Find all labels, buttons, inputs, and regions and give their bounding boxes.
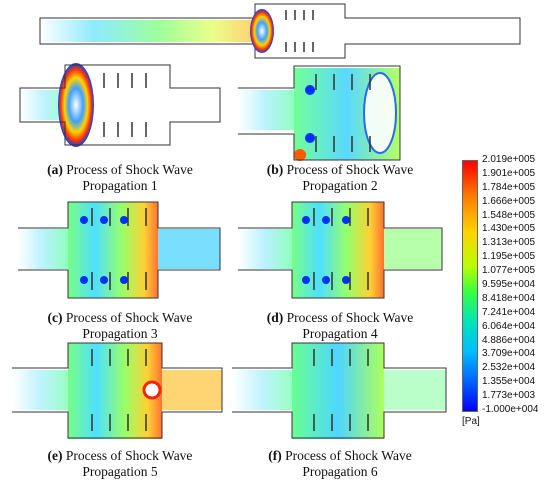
caption-e-line1: Process of Shock Wave: [65, 448, 193, 463]
legend-label: 7.241e+004: [482, 306, 536, 318]
caption-b-line1: Process of Shock Wave: [286, 162, 414, 177]
legend-label: 3.709e+004: [482, 348, 536, 360]
legend-label: 1.773e+003: [482, 390, 536, 402]
legend-label: -1.000e+004: [482, 404, 539, 415]
legend-label: 9.595e+004: [482, 279, 536, 290]
panel-a: [19, 63, 221, 147]
caption-c: (c) Process of Shock Wave Propagation 3: [30, 310, 210, 342]
caption-d-line2: Propagation 4: [302, 326, 378, 341]
caption-f-letter: (f): [268, 448, 282, 463]
legend-label: 1.355e+004: [482, 376, 536, 388]
caption-e: (e) Process of Shock Wave Propagation 5: [30, 448, 210, 480]
legend-label: 1.313e+005: [482, 237, 536, 249]
caption-c-letter: (c): [47, 310, 63, 325]
legend-label: 6.064e+004: [482, 320, 536, 332]
panel-c: [18, 201, 221, 299]
legend-label: 1.548e+005: [482, 209, 536, 221]
legend-unit: [Pa]: [462, 416, 480, 427]
caption-a-letter: (a): [47, 162, 63, 177]
caption-e-line2: Propagation 5: [82, 464, 158, 479]
caption-d: (d) Process of Shock Wave Propagation 4: [250, 310, 430, 342]
legend-label: 1.430e+005: [482, 223, 536, 235]
caption-a: (a) Process of Shock Wave Propagation 1: [30, 162, 210, 194]
legend-color-bar: [462, 160, 478, 412]
caption-f-line1: Process of Shock Wave: [285, 448, 412, 463]
legend-label: 8.418e+004: [482, 292, 536, 304]
legend-label: 4.886e+004: [482, 334, 536, 346]
caption-c-line2: Propagation 3: [82, 326, 158, 341]
caption-f-line2: Propagation 6: [302, 464, 378, 479]
caption-e-letter: (e): [47, 448, 63, 463]
overview-panel: [39, 3, 521, 59]
legend-label: 2.532e+004: [482, 362, 536, 374]
panel-f: [232, 342, 447, 439]
caption-c-line1: Process of Shock Wave: [65, 310, 193, 325]
caption-b: (b) Process of Shock Wave Propagation 2: [250, 162, 430, 194]
legend-label: 1.784e+005: [482, 181, 536, 193]
legend-label: 1.901e+005: [482, 167, 536, 179]
caption-f: (f) Process of Shock Wave Propagation 6: [250, 448, 430, 480]
caption-b-line2: Propagation 2: [302, 178, 378, 193]
panel-e: [12, 342, 223, 439]
legend-label: 1.666e+005: [482, 195, 536, 207]
legend-label: 1.195e+005: [482, 251, 536, 263]
caption-d-line1: Process of Shock Wave: [286, 310, 414, 325]
panel-d: [238, 201, 443, 299]
caption-a-line1: Process of Shock Wave: [66, 162, 193, 177]
legend-label: 2.019e+005: [482, 154, 536, 165]
panel-b: [238, 65, 401, 161]
caption-a-line2: Propagation 1: [82, 178, 158, 193]
caption-d-letter: (d): [266, 310, 284, 325]
caption-b-letter: (b): [266, 162, 284, 177]
legend-label: 1.077e+005: [482, 265, 536, 277]
